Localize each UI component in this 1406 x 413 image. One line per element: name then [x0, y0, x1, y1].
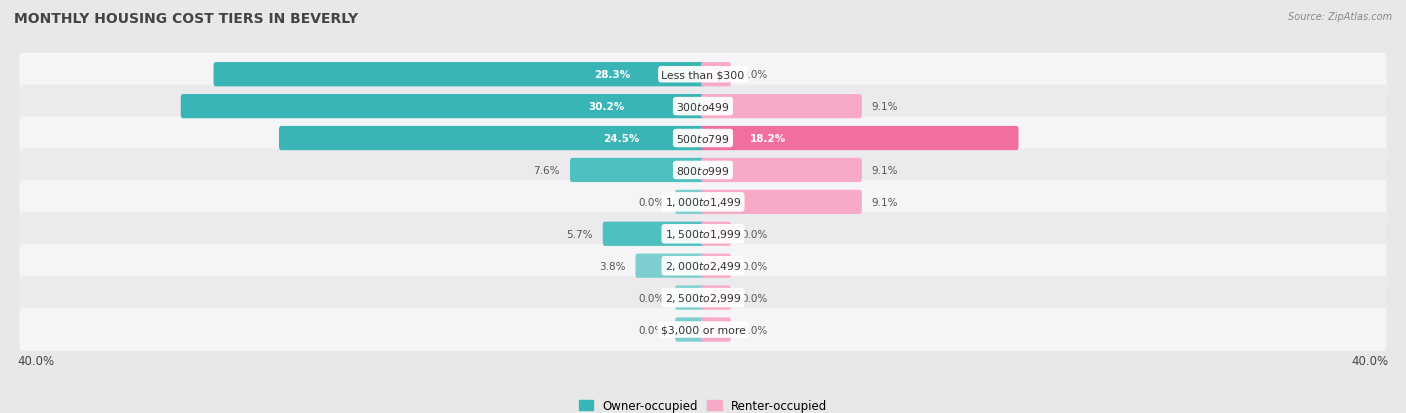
Text: 30.2%: 30.2% [589, 102, 626, 112]
FancyBboxPatch shape [702, 63, 731, 87]
FancyBboxPatch shape [20, 54, 1386, 97]
FancyBboxPatch shape [702, 318, 731, 342]
Text: 0.0%: 0.0% [741, 70, 768, 80]
FancyBboxPatch shape [20, 244, 1386, 287]
FancyBboxPatch shape [702, 190, 862, 214]
FancyBboxPatch shape [702, 286, 731, 310]
FancyBboxPatch shape [181, 95, 704, 119]
FancyBboxPatch shape [20, 276, 1386, 319]
FancyBboxPatch shape [702, 95, 862, 119]
Text: 24.5%: 24.5% [603, 134, 640, 144]
FancyBboxPatch shape [603, 222, 704, 246]
Text: 0.0%: 0.0% [741, 261, 768, 271]
FancyBboxPatch shape [20, 213, 1386, 256]
FancyBboxPatch shape [675, 286, 704, 310]
FancyBboxPatch shape [20, 308, 1386, 351]
FancyBboxPatch shape [675, 190, 704, 214]
Text: MONTHLY HOUSING COST TIERS IN BEVERLY: MONTHLY HOUSING COST TIERS IN BEVERLY [14, 12, 359, 26]
FancyBboxPatch shape [702, 222, 731, 246]
FancyBboxPatch shape [20, 85, 1386, 128]
FancyBboxPatch shape [569, 159, 704, 183]
Text: 28.3%: 28.3% [593, 70, 630, 80]
Text: 9.1%: 9.1% [872, 197, 898, 207]
FancyBboxPatch shape [636, 254, 704, 278]
Text: $1,500 to $1,999: $1,500 to $1,999 [665, 228, 741, 241]
Text: $300 to $499: $300 to $499 [676, 101, 730, 113]
FancyBboxPatch shape [702, 127, 1018, 151]
FancyBboxPatch shape [702, 254, 731, 278]
Text: Source: ZipAtlas.com: Source: ZipAtlas.com [1288, 12, 1392, 22]
Text: 40.0%: 40.0% [17, 354, 55, 368]
FancyBboxPatch shape [20, 149, 1386, 192]
Text: $800 to $999: $800 to $999 [676, 164, 730, 176]
Text: 0.0%: 0.0% [638, 325, 665, 335]
Text: $2,000 to $2,499: $2,000 to $2,499 [665, 259, 741, 273]
FancyBboxPatch shape [278, 127, 704, 151]
Text: 0.0%: 0.0% [638, 293, 665, 303]
Text: 18.2%: 18.2% [749, 134, 786, 144]
Legend: Owner-occupied, Renter-occupied: Owner-occupied, Renter-occupied [574, 394, 832, 413]
Text: Less than $300: Less than $300 [661, 70, 745, 80]
Text: 9.1%: 9.1% [872, 166, 898, 176]
FancyBboxPatch shape [702, 159, 862, 183]
FancyBboxPatch shape [675, 318, 704, 342]
Text: $3,000 or more: $3,000 or more [661, 325, 745, 335]
Text: 40.0%: 40.0% [1351, 354, 1389, 368]
Text: 9.1%: 9.1% [872, 102, 898, 112]
Text: $2,500 to $2,999: $2,500 to $2,999 [665, 292, 741, 304]
Text: 5.7%: 5.7% [567, 229, 593, 239]
FancyBboxPatch shape [214, 63, 704, 87]
FancyBboxPatch shape [20, 117, 1386, 160]
Text: 0.0%: 0.0% [638, 197, 665, 207]
Text: $1,000 to $1,499: $1,000 to $1,499 [665, 196, 741, 209]
Text: 7.6%: 7.6% [533, 166, 560, 176]
Text: 3.8%: 3.8% [599, 261, 626, 271]
Text: 0.0%: 0.0% [741, 293, 768, 303]
Text: 0.0%: 0.0% [741, 325, 768, 335]
Text: $500 to $799: $500 to $799 [676, 133, 730, 145]
FancyBboxPatch shape [20, 181, 1386, 224]
Text: 0.0%: 0.0% [741, 229, 768, 239]
